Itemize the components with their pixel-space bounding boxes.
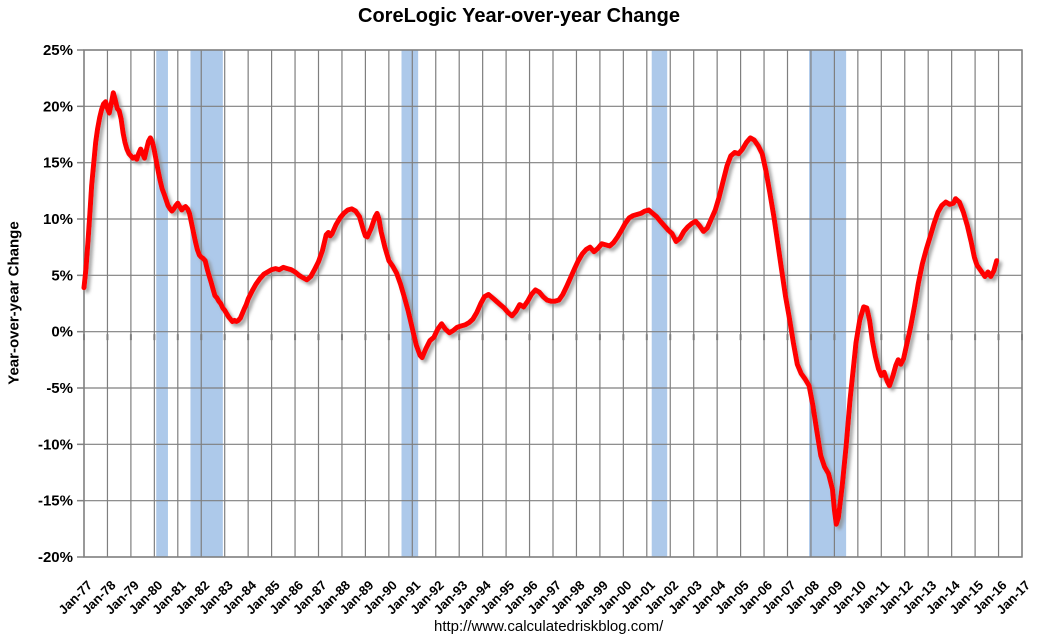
recession-band [651, 50, 668, 557]
footer-url: http://www.calculatedriskblog.com/ [434, 618, 664, 635]
y-tick-label: 10% [43, 211, 73, 228]
y-tick-label: -15% [38, 493, 73, 510]
y-tick-label: 20% [43, 98, 73, 115]
plot-frame [83, 49, 1023, 558]
y-tick-label: 25% [43, 42, 73, 59]
recession-band [190, 50, 223, 557]
y-tick-label: -20% [38, 549, 73, 566]
y-tick-label: -5% [46, 380, 73, 397]
y-tick-label: 5% [51, 267, 73, 284]
data-line-yoy-change [81, 90, 1000, 527]
y-tick-label: 0% [51, 324, 73, 341]
chart-title: CoreLogic Year-over-year Change [358, 5, 680, 27]
y-tick-label: 15% [43, 155, 73, 172]
y-tick-label: -10% [38, 436, 73, 453]
recession-band [156, 50, 168, 557]
recession-band [401, 50, 419, 557]
y-axis-title: Year-over-year Change [5, 221, 23, 385]
